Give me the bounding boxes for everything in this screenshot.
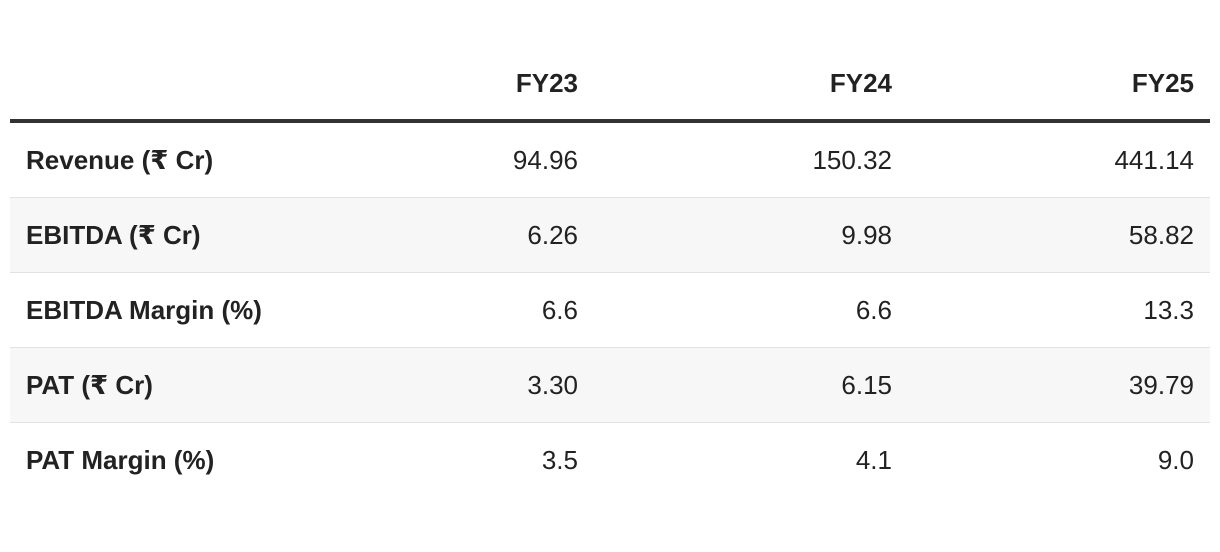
corner-cell (10, 0, 280, 123)
header-row: FY23 FY24 FY25 (10, 0, 1210, 123)
value-cell: 13.3 (908, 272, 1210, 348)
table-row: EBITDA Margin (%) 6.6 6.6 13.3 (10, 272, 1210, 348)
row-label: Revenue (₹ Cr) (10, 121, 280, 198)
column-header: FY25 (908, 0, 1210, 123)
value-cell: 3.5 (541, 444, 578, 475)
table-row: PAT (₹ Cr) 3.30 6.15 39.79 (10, 347, 1210, 423)
value-cell: 58.82 (908, 197, 1210, 273)
table-row: PAT Margin (%) 3.5 4.1 9.0 (10, 423, 1210, 498)
value-cell: 6.6 (280, 272, 594, 348)
row-label: PAT Margin (%) (26, 444, 215, 475)
value-cell: 4.1 (855, 444, 892, 475)
table-row: Revenue (₹ Cr) 94.96 150.32 441.14 (10, 121, 1210, 198)
value-cell: 9.0 (1157, 444, 1194, 475)
value-cell: 94.96 (280, 121, 594, 198)
row-label: EBITDA (₹ Cr) (10, 197, 280, 273)
value-cell: 39.79 (908, 347, 1210, 423)
column-header: FY23 (280, 0, 594, 123)
row-label: EBITDA Margin (%) (10, 272, 280, 348)
table-head: FY23 FY24 FY25 (10, 0, 1210, 123)
value-cell: 441.14 (908, 121, 1210, 198)
value-cell: 6.15 (594, 347, 908, 423)
value-cell: 6.26 (280, 197, 594, 273)
financial-table: FY23 FY24 FY25 Revenue (₹ Cr) 94.96 150.32 44… (10, 0, 1210, 497)
value-cell: 3.30 (280, 347, 594, 423)
value-cell: 6.6 (594, 272, 908, 348)
row-label: PAT (₹ Cr) (10, 347, 280, 423)
column-header: FY24 (594, 0, 908, 123)
table-row: EBITDA (₹ Cr) 6.26 9.98 58.82 (10, 197, 1210, 273)
value-cell: 150.32 (594, 121, 908, 198)
table-body: Revenue (₹ Cr) 94.96 150.32 441.14 EBITDA (₹… (10, 121, 1210, 497)
value-cell: 9.98 (594, 197, 908, 273)
